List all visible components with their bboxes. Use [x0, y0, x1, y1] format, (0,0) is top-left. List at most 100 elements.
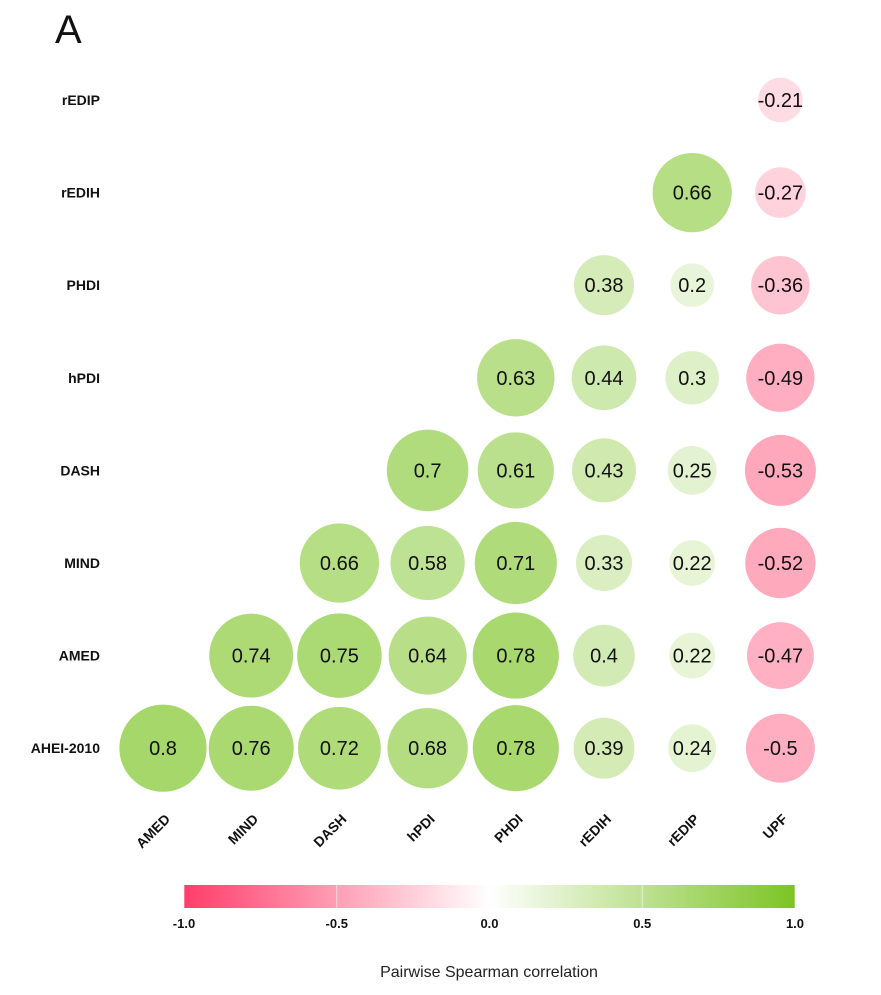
correlation-value-label: 0.39 — [585, 738, 624, 760]
column-label: UPF — [759, 810, 790, 841]
correlation-value-label: 0.38 — [585, 275, 624, 297]
correlation-cell: 0.44 — [571, 345, 637, 411]
colorbar-tick-label: 1.0 — [786, 916, 804, 931]
correlation-value-label: 0.63 — [496, 368, 535, 390]
correlation-circle — [745, 527, 816, 599]
column-label: MIND — [225, 811, 262, 848]
correlation-cell: -0.52 — [745, 527, 816, 599]
correlation-value-label: 0.4 — [590, 646, 618, 668]
row-label: AMED — [59, 648, 100, 664]
correlation-cell: 0.22 — [669, 632, 716, 679]
correlation-circle — [573, 255, 635, 316]
correlation-cell: 0.72 — [298, 706, 381, 790]
correlation-cell: 0.74 — [209, 613, 294, 698]
row-label: rEDIP — [62, 92, 100, 108]
correlation-cell: -0.5 — [745, 713, 815, 783]
correlation-circle — [751, 255, 810, 315]
correlation-cells: -0.21 0.66 -0.27 0.38 0.2 -0.36 0.63 0.44 0.3 -0.… — [119, 77, 816, 792]
colorbar-ticks: -1.0 -0.5 0.0 0.5 1.0 — [173, 885, 804, 931]
correlation-circle — [755, 167, 806, 218]
row-label: DASH — [60, 462, 100, 478]
correlation-cell: 0.66 — [652, 152, 732, 233]
correlation-cell: 0.2 — [670, 263, 715, 308]
correlation-circle — [572, 438, 636, 503]
correlation-value-label: 0.75 — [320, 646, 359, 668]
column-label: hPDI — [404, 811, 438, 845]
correlation-value-label: 0.71 — [496, 553, 535, 575]
correlation-cell: -0.21 — [758, 77, 803, 123]
correlation-cell: 0.33 — [575, 534, 633, 592]
correlation-circle — [472, 705, 559, 792]
column-label: rEDIP — [664, 811, 702, 849]
column-label: AMED — [133, 811, 173, 851]
correlation-value-label: 0.61 — [496, 460, 535, 482]
correlation-circle — [573, 717, 635, 779]
correlation-value-label: 0.2 — [678, 275, 706, 297]
correlation-value-label: -0.47 — [758, 646, 804, 668]
row-label: hPDI — [68, 370, 100, 386]
column-label: rEDIH — [575, 811, 614, 850]
column-labels: AMED MIND DASH hPDI PHDI rEDIH rEDIP UPF — [133, 810, 791, 851]
row-label: PHDI — [67, 277, 100, 293]
correlation-circle — [299, 523, 380, 603]
correlation-circle — [744, 434, 816, 506]
correlation-value-label: 0.78 — [496, 646, 535, 668]
correlation-value-label: 0.3 — [678, 368, 706, 390]
correlation-value-label: 0.76 — [232, 738, 271, 760]
column-label: DASH — [310, 811, 349, 850]
correlation-value-label: 0.8 — [149, 738, 177, 760]
correlation-cell: 0.76 — [208, 705, 294, 791]
correlation-circle — [667, 446, 717, 495]
row-label: AHEI-2010 — [31, 740, 100, 756]
correlation-cell: 0.75 — [297, 613, 382, 698]
colorbar: -1.0 -0.5 0.0 0.5 1.0 Pairwise Spearman corr… — [173, 885, 804, 981]
correlation-circle — [571, 345, 637, 411]
correlation-cell: 0.61 — [477, 432, 554, 509]
correlation-value-label: 0.68 — [408, 738, 447, 760]
correlation-circle — [208, 705, 294, 791]
correlation-cell: 0.63 — [477, 339, 555, 417]
correlation-cell: -0.49 — [746, 343, 815, 412]
correlation-cell: 0.24 — [668, 724, 717, 773]
colorbar-tick-label: 0.0 — [480, 916, 498, 931]
correlation-circle — [758, 77, 803, 123]
correlation-circle — [390, 525, 465, 601]
column-label: PHDI — [491, 811, 526, 846]
correlation-cell: 0.71 — [474, 521, 557, 605]
correlation-circle — [669, 632, 716, 679]
colorbar-tick-label: -1.0 — [173, 916, 195, 931]
row-labels: rEDIP rEDIH PHDI hPDI DASH MIND AMED AHEI-2010 — [31, 92, 100, 756]
correlation-circle — [119, 704, 207, 792]
colorbar-title: Pairwise Spearman correlation — [380, 964, 598, 981]
correlation-cell: 0.7 — [386, 429, 469, 512]
correlation-circle — [209, 613, 294, 698]
correlation-circle — [388, 616, 467, 695]
correlation-circle — [669, 540, 716, 586]
correlation-cell: -0.36 — [751, 255, 810, 315]
correlation-circle — [575, 534, 633, 592]
correlation-cell: 0.22 — [669, 540, 716, 586]
correlation-circle — [477, 432, 554, 509]
correlation-value-label: 0.64 — [408, 646, 447, 668]
correlation-value-label: 0.43 — [585, 460, 624, 482]
correlation-cell: 0.8 — [119, 704, 207, 792]
correlation-circle — [745, 713, 815, 783]
correlation-value-label: 0.24 — [673, 738, 712, 760]
correlation-value-label: 0.25 — [673, 460, 712, 482]
correlation-value-label: 0.58 — [408, 553, 447, 575]
correlation-value-label: -0.53 — [758, 460, 804, 482]
correlation-cell: 0.39 — [573, 717, 635, 779]
correlation-value-label: 0.66 — [673, 183, 712, 205]
correlation-value-label: 0.22 — [673, 646, 712, 668]
correlation-circle — [387, 707, 468, 789]
correlation-cell: -0.53 — [744, 434, 816, 506]
correlation-cell: 0.78 — [472, 705, 559, 792]
correlation-cell: -0.47 — [746, 622, 814, 690]
correlation-circle — [297, 613, 382, 698]
correlation-cell: 0.64 — [388, 616, 467, 695]
correlation-cell: 0.58 — [390, 525, 465, 601]
panel-label: A — [55, 8, 82, 52]
colorbar-tick-label: 0.5 — [633, 916, 651, 931]
correlation-cell: 0.68 — [387, 707, 468, 789]
row-label: rEDIH — [61, 185, 100, 201]
